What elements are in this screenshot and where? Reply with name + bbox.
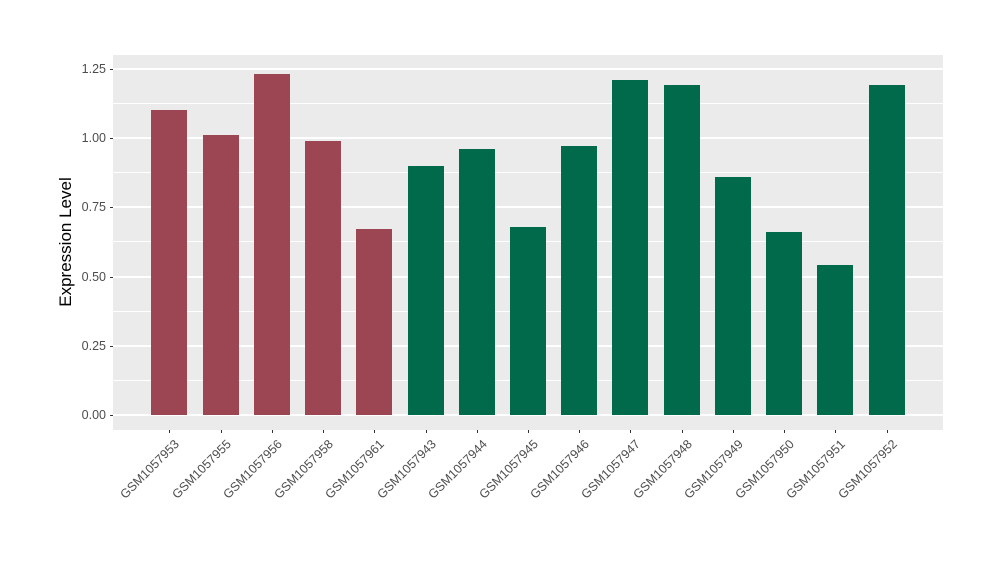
- y-axis-tick: [110, 415, 113, 417]
- y-tick-label-0.00: 0.00: [81, 407, 106, 422]
- bar-GSM1057961: [356, 229, 393, 416]
- y-tick-label-0.50: 0.50: [81, 269, 106, 284]
- x-axis-tick: [220, 430, 222, 433]
- y-axis-tick: [110, 345, 113, 347]
- bar-GSM1057947: [612, 79, 649, 416]
- bar-GSM1057949: [714, 176, 751, 416]
- x-axis-tick: [476, 430, 478, 433]
- major-gridline: [113, 414, 943, 417]
- bar-GSM1057944: [458, 149, 495, 416]
- bar-GSM1057950: [766, 232, 803, 416]
- bar-GSM1057955: [202, 135, 239, 416]
- bar-GSM1057943: [407, 165, 444, 416]
- x-axis-tick: [169, 430, 171, 433]
- x-axis-tick: [271, 430, 273, 433]
- x-axis-tick: [681, 430, 683, 433]
- major-gridline: [113, 137, 943, 140]
- minor-gridline: [113, 33, 943, 35]
- y-axis-tick: [110, 138, 113, 140]
- y-tick-label-0.75: 0.75: [81, 200, 106, 215]
- x-axis-tick: [425, 430, 427, 433]
- bar-GSM1057948: [663, 85, 700, 416]
- y-tick-label-1.00: 1.00: [81, 130, 106, 145]
- major-gridline: [113, 67, 943, 70]
- bar-GSM1057958: [305, 140, 342, 416]
- minor-gridline: [113, 172, 943, 174]
- bar-GSM1057951: [817, 265, 854, 416]
- bar-GSM1057952: [868, 85, 905, 416]
- x-axis-tick: [835, 430, 837, 433]
- x-axis-tick: [579, 430, 581, 433]
- x-axis-tick: [630, 430, 632, 433]
- bar-GSM1057945: [510, 226, 546, 416]
- x-axis-tick: [732, 430, 734, 433]
- major-gridline: [113, 206, 943, 209]
- x-axis-tick: [886, 430, 888, 433]
- bar-GSM1057953: [151, 110, 188, 416]
- y-tick-label-1.25: 1.25: [81, 61, 106, 76]
- y-axis-title: Expression Level: [56, 177, 75, 307]
- plot-panel: [113, 33, 943, 430]
- y-axis-tick: [110, 276, 113, 278]
- x-axis-tick: [323, 430, 325, 433]
- x-axis-tick: [784, 430, 786, 433]
- x-axis-tick: [374, 430, 376, 433]
- y-tick-label-0.25: 0.25: [81, 338, 106, 353]
- bar-GSM1057956: [253, 74, 290, 416]
- bar-GSM1057946: [561, 146, 598, 416]
- y-axis-tick: [110, 207, 113, 209]
- x-axis-tick: [528, 430, 529, 433]
- minor-gridline: [113, 102, 943, 104]
- y-axis-tick: [110, 68, 113, 70]
